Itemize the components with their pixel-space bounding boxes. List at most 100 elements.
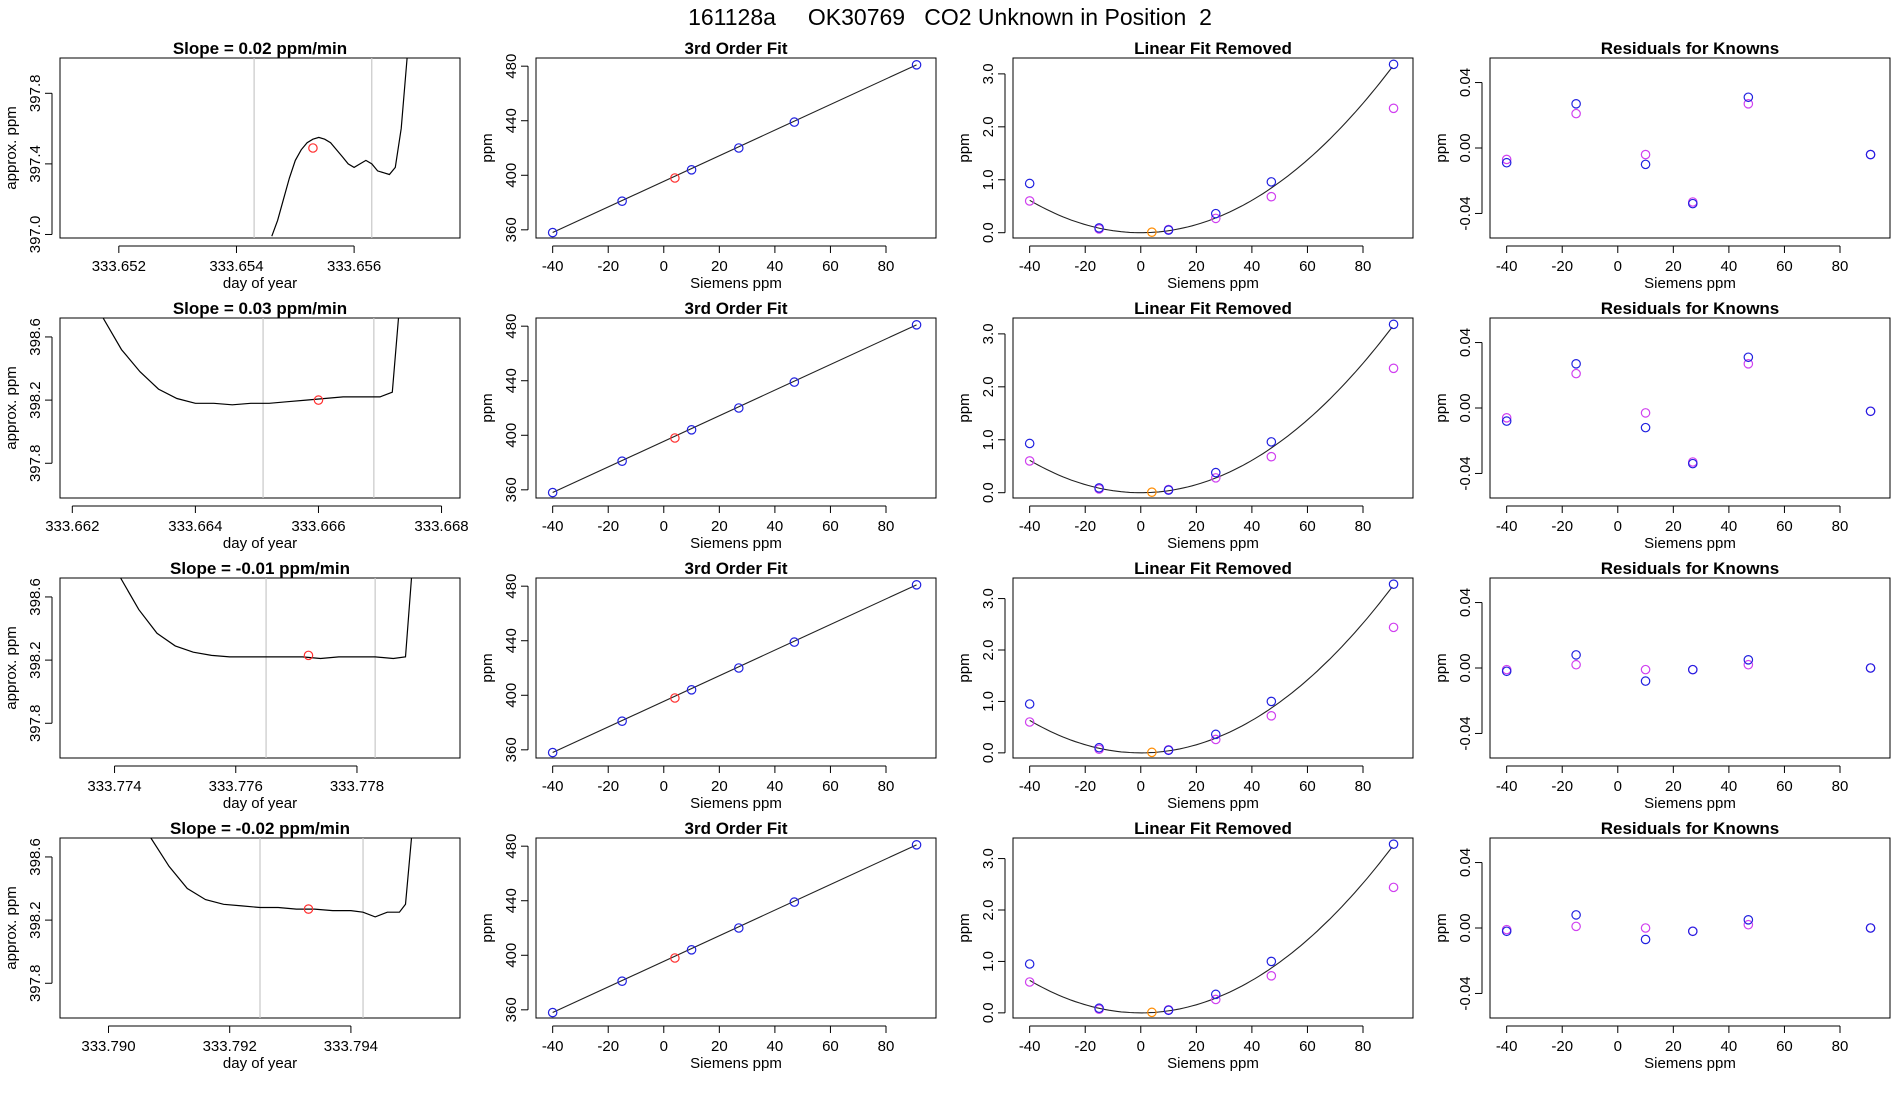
panel-4-3-y-tick-label: 2.0 <box>980 900 997 921</box>
panel-3-2-known-point <box>547 747 558 758</box>
panel-1-3-x-tick-label: 60 <box>1299 258 1316 275</box>
panel-3-4-x-tick-label: -40 <box>1496 778 1518 795</box>
panel-1-3-x-tick-label: 80 <box>1355 258 1372 275</box>
panel-1-2-x-tick-label: -20 <box>597 258 619 275</box>
panel-1-4-y-tick-label: 0.04 <box>1457 68 1474 97</box>
panel-2-4-y-label: ppm <box>1433 393 1450 422</box>
panel-3-3-known-point <box>1094 742 1104 753</box>
panel-2-4-residual-point <box>1640 422 1651 433</box>
panel-4-3-unknown-point <box>1147 1007 1157 1018</box>
panel-2-1-y-label: approx. ppm <box>3 366 20 449</box>
panel-1-3-x-tick-label: 20 <box>1188 258 1205 275</box>
panel-3-3-y-tick-label: 0.0 <box>980 742 997 763</box>
panel-1-3-known-point <box>1094 223 1104 233</box>
panel-1-2-x-tick-label: -40 <box>542 258 564 275</box>
panel-3-3-x-tick-label: 40 <box>1244 778 1261 795</box>
panel-2-4-residual-point <box>1571 359 1581 369</box>
panel-3-3-alt-point <box>1388 622 1399 633</box>
panel-3-3-y-tick-label: 3.0 <box>980 588 997 609</box>
panel-1-2-x-tick-label: 0 <box>660 258 668 275</box>
panel-2-2-known-point <box>911 320 922 330</box>
panel-2-2-known-point <box>789 377 800 387</box>
panel-4-3-known-point <box>1210 989 1221 1000</box>
panel-4-4-residual-point <box>1640 934 1651 945</box>
panel-2-1-x-tick-label: 333.666 <box>291 518 345 535</box>
panel-4-4-x-tick-label: 20 <box>1665 1038 1682 1055</box>
panel-3-2-x-tick-label: 0 <box>660 778 668 795</box>
panel-1-4-x-tick-label: 60 <box>1776 258 1793 275</box>
panel-2-4-alt-residual-point <box>1571 368 1581 379</box>
panel-3-2-y-tick-label: 360 <box>503 737 520 762</box>
panel-3-3-x-tick-label: 60 <box>1299 778 1316 795</box>
panel-2-4-y-tick-label: -0.04 <box>1457 456 1474 490</box>
panel-2-4-residual-point <box>1501 416 1512 426</box>
panel-1-3-y-tick-label: 1.0 <box>980 169 997 190</box>
panel-2-1-title: Slope = 0.03 ppm/min <box>173 299 347 318</box>
panel-3-3-x-tick-label: -20 <box>1074 778 1096 795</box>
panel-1-3-alt-point <box>1210 213 1221 224</box>
panel-4-3-known-point <box>1163 1005 1174 1016</box>
panel-3-2-x-tick-label: 40 <box>767 778 784 795</box>
panel-1-3-alt-point <box>1024 196 1035 206</box>
panel-1-2-y-tick-label: 480 <box>503 54 520 79</box>
panel-4-3-alt-point <box>1388 882 1399 893</box>
panel-4-4-y-label: ppm <box>1433 913 1450 942</box>
panel-2-4-y-tick-label: 0.00 <box>1457 393 1474 422</box>
panel-3-4-alt-residual-point <box>1571 659 1581 670</box>
panel-3-2-x-tick-label: -40 <box>542 778 564 795</box>
panel-3-4-residual-point <box>1687 664 1698 675</box>
panel-1-1-y-tick-label: 397.4 <box>27 145 44 183</box>
panel-2-2-y-tick-label: 400 <box>503 423 520 448</box>
panel-2-1-y-tick-label: 398.2 <box>27 381 44 419</box>
panel-3-1-trace-line <box>120 578 413 660</box>
panel-4-3-y-label: ppm <box>956 913 973 942</box>
panel-4-3-x-tick-label: 60 <box>1299 1038 1316 1055</box>
panel-2-3-x-tick-label: -40 <box>1019 518 1041 535</box>
panel-2-4-alt-residual-point <box>1640 408 1651 418</box>
panel-1-2-known-point <box>686 165 697 175</box>
panel-4-2-x-tick-label: -20 <box>597 1038 619 1055</box>
panel-3-2-x-tick-label: -20 <box>597 778 619 795</box>
panel-3-2-known-point <box>911 580 922 590</box>
panel-3-3-x-tick-label: 0 <box>1137 778 1145 795</box>
panel-4-4-title: Residuals for Knowns <box>1601 819 1780 838</box>
panel-3-3-unknown-point <box>1147 747 1157 758</box>
panel-2-3-y-tick-label: 2.0 <box>980 376 997 397</box>
panel-2-1-x-tick-label: 333.662 <box>45 518 99 535</box>
panel-3-1-mean-point <box>303 650 314 661</box>
panel-3-1-title: Slope = -0.01 ppm/min <box>170 559 350 578</box>
panel-2-3-known-point <box>1388 319 1399 330</box>
panel-2-4-title: Residuals for Knowns <box>1601 299 1780 318</box>
panel-4-3-x-tick-label: 0 <box>1137 1038 1145 1055</box>
panel-4-4-x-tick-label: 40 <box>1721 1038 1738 1055</box>
panel-4-2-x-tick-label: 60 <box>822 1038 839 1055</box>
panel-1-4-y-tick-label: -0.04 <box>1457 196 1474 230</box>
panel-1-3-x-tick-label: -20 <box>1074 258 1096 275</box>
panel-3-1-y-label: approx. ppm <box>3 626 20 709</box>
panel-4-3-x-tick-label: 80 <box>1355 1038 1372 1055</box>
panel-4-2-y-tick-label: 400 <box>503 943 520 968</box>
panel-2-3-known-point <box>1163 485 1174 495</box>
panel-1-4-residual-point <box>1687 198 1698 209</box>
panel-1-3-x-label: Siemens ppm <box>1167 275 1259 292</box>
panel-2-4-x-tick-label: 20 <box>1665 518 1682 535</box>
panel-2-2-title: 3rd Order Fit <box>685 299 788 318</box>
panel-4-3-title: Linear Fit Removed <box>1134 819 1292 838</box>
panel-1-3-known-point <box>1163 225 1174 235</box>
page-title: 161128a OK30769 CO2 Unknown in Position … <box>688 4 1212 30</box>
panel-2-2-x-tick-label: 40 <box>767 518 784 535</box>
panel-3-4-x-tick-label: 0 <box>1614 778 1622 795</box>
panel-4-3-known-point <box>1266 956 1277 967</box>
panel-2-2-x-tick-label: 60 <box>822 518 839 535</box>
panel-2-2-known-point <box>547 487 558 498</box>
panel-1-4-x-label: Siemens ppm <box>1644 275 1736 292</box>
panel-3-3-known-point <box>1266 696 1277 707</box>
panel-3-3-y-label: ppm <box>956 653 973 682</box>
panel-1-3-y-label: ppm <box>956 133 973 162</box>
panel-1-3-known-point <box>1024 178 1035 189</box>
panel-2-1-frame <box>59 317 461 499</box>
panel-3-2-x-tick-label: 60 <box>822 778 839 795</box>
panel-2-3-alt-point <box>1210 473 1221 483</box>
panel-4-1-x-tick-label: 333.790 <box>81 1038 135 1055</box>
panel-2-4-x-tick-label: 0 <box>1614 518 1622 535</box>
